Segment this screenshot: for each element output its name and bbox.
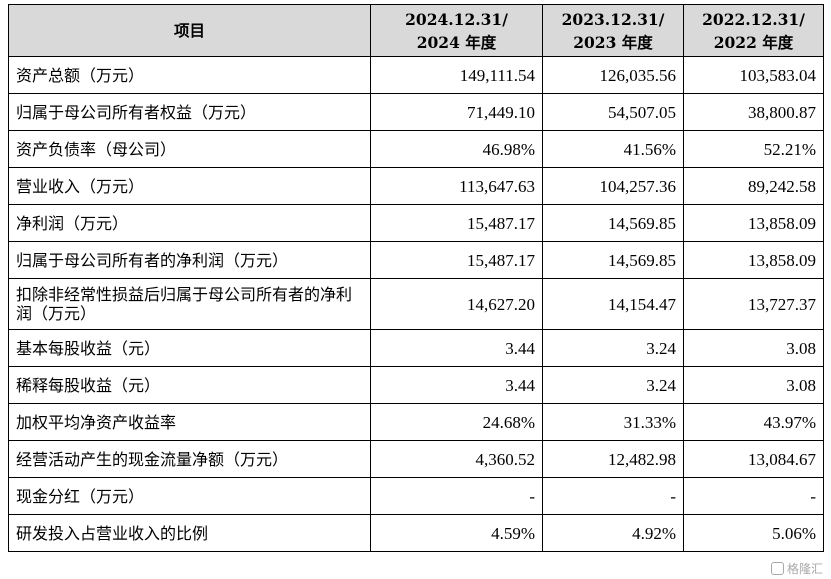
row-value-2024: 149,111.54: [370, 56, 543, 94]
row-value-2024: 4.59%: [370, 514, 543, 552]
watermark-text: 格隆汇: [786, 562, 823, 576]
table-row: 现金分红（万元） - - -: [8, 477, 824, 515]
row-value-2023: 4.92%: [542, 514, 684, 552]
header-2024: 2024.12.31/ 2024 年度: [370, 4, 543, 57]
table-row: 稀释每股收益（元） 3.44 3.24 3.08: [8, 366, 824, 404]
row-label: 经营活动产生的现金流量净额（万元）: [8, 440, 371, 478]
table-row: 加权平均净资产收益率 24.68% 31.33% 43.97%: [8, 403, 824, 441]
financial-indicators-table: 项目 2024.12.31/ 2024 年度 2023.12.31/ 2023 …: [8, 4, 824, 552]
row-value-2022: 5.06%: [683, 514, 824, 552]
row-value-2023: 41.56%: [542, 130, 684, 168]
row-value-2024: -: [370, 477, 543, 515]
table-row: 扣除非经常性损益后归属于母公司所有者的净利润（万元） 14,627.20 14,15…: [8, 278, 824, 330]
row-value-2022: 52.21%: [683, 130, 824, 168]
row-value-2024: 113,647.63: [370, 167, 543, 205]
row-value-2023: 31.33%: [542, 403, 684, 441]
header-row: 项目 2024.12.31/ 2024 年度 2023.12.31/ 2023 …: [8, 4, 824, 57]
row-label: 归属于母公司所有者的净利润（万元）: [8, 241, 371, 279]
row-value-2023: 3.24: [542, 366, 684, 404]
table-row: 资产负债率（母公司） 46.98% 41.56% 52.21%: [8, 130, 824, 168]
table-row: 研发投入占营业收入的比例 4.59% 4.92% 5.06%: [8, 514, 824, 552]
row-label: 基本每股收益（元）: [8, 329, 371, 367]
row-value-2022: 13,727.37: [683, 278, 824, 330]
row-value-2024: 71,449.10: [370, 93, 543, 131]
row-value-2024: 14,627.20: [370, 278, 543, 330]
row-value-2024: 4,360.52: [370, 440, 543, 478]
watermark: 格隆汇: [770, 560, 823, 577]
row-value-2023: 14,154.47: [542, 278, 684, 330]
row-value-2023: 14,569.85: [542, 204, 684, 242]
row-label: 净利润（万元）: [8, 204, 371, 242]
row-value-2022: 103,583.04: [683, 56, 824, 94]
header-item: 项目: [8, 4, 371, 57]
row-value-2022: -: [683, 477, 824, 515]
row-label: 资产总额（万元）: [8, 56, 371, 94]
table-row: 资产总额（万元） 149,111.54 126,035.56 103,583.04: [8, 56, 824, 94]
row-value-2022: 3.08: [683, 329, 824, 367]
row-value-2023: 14,569.85: [542, 241, 684, 279]
row-value-2022: 13,858.09: [683, 204, 824, 242]
row-value-2022: 89,242.58: [683, 167, 824, 205]
row-value-2022: 43.97%: [683, 403, 824, 441]
row-value-2023: 3.24: [542, 329, 684, 367]
row-value-2024: 3.44: [370, 329, 543, 367]
gelonghui-logo-icon: [770, 562, 784, 575]
row-label: 现金分红（万元）: [8, 477, 371, 515]
row-label: 研发投入占营业收入的比例: [8, 514, 371, 552]
row-label: 加权平均净资产收益率: [8, 403, 371, 441]
row-value-2023: 104,257.36: [542, 167, 684, 205]
table-row: 经营活动产生的现金流量净额（万元） 4,360.52 12,482.98 13,084…: [8, 440, 824, 478]
row-value-2024: 15,487.17: [370, 241, 543, 279]
table-row: 归属于母公司所有者的净利润（万元） 15,487.17 14,569.85 13,85…: [8, 241, 824, 279]
table-body: 资产总额（万元） 149,111.54 126,035.56 103,583.04 归属…: [8, 56, 824, 552]
row-value-2022: 38,800.87: [683, 93, 824, 131]
table-row: 归属于母公司所有者权益（万元） 71,449.10 54,507.05 38,800.…: [8, 93, 824, 131]
table-row: 基本每股收益（元） 3.44 3.24 3.08: [8, 329, 824, 367]
row-value-2022: 13,858.09: [683, 241, 824, 279]
row-value-2023: 54,507.05: [542, 93, 684, 131]
row-value-2023: 126,035.56: [542, 56, 684, 94]
row-value-2023: -: [542, 477, 684, 515]
row-label: 资产负债率（母公司）: [8, 130, 371, 168]
row-label: 归属于母公司所有者权益（万元）: [8, 93, 371, 131]
row-value-2022: 13,084.67: [683, 440, 824, 478]
row-value-2024: 15,487.17: [370, 204, 543, 242]
row-value-2022: 3.08: [683, 366, 824, 404]
row-value-2024: 24.68%: [370, 403, 543, 441]
row-label: 稀释每股收益（元）: [8, 366, 371, 404]
row-label: 扣除非经常性损益后归属于母公司所有者的净利润（万元）: [8, 278, 371, 330]
row-label: 营业收入（万元）: [8, 167, 371, 205]
table-header: 项目 2024.12.31/ 2024 年度 2023.12.31/ 2023 …: [8, 4, 824, 57]
row-value-2023: 12,482.98: [542, 440, 684, 478]
table-row: 净利润（万元） 15,487.17 14,569.85 13,858.09: [8, 204, 824, 242]
row-value-2024: 46.98%: [370, 130, 543, 168]
table-row: 营业收入（万元） 113,647.63 104,257.36 89,242.58: [8, 167, 824, 205]
header-2022: 2022.12.31/ 2022 年度: [683, 4, 824, 57]
row-value-2024: 3.44: [370, 366, 543, 404]
header-2023: 2023.12.31/ 2023 年度: [542, 4, 684, 57]
